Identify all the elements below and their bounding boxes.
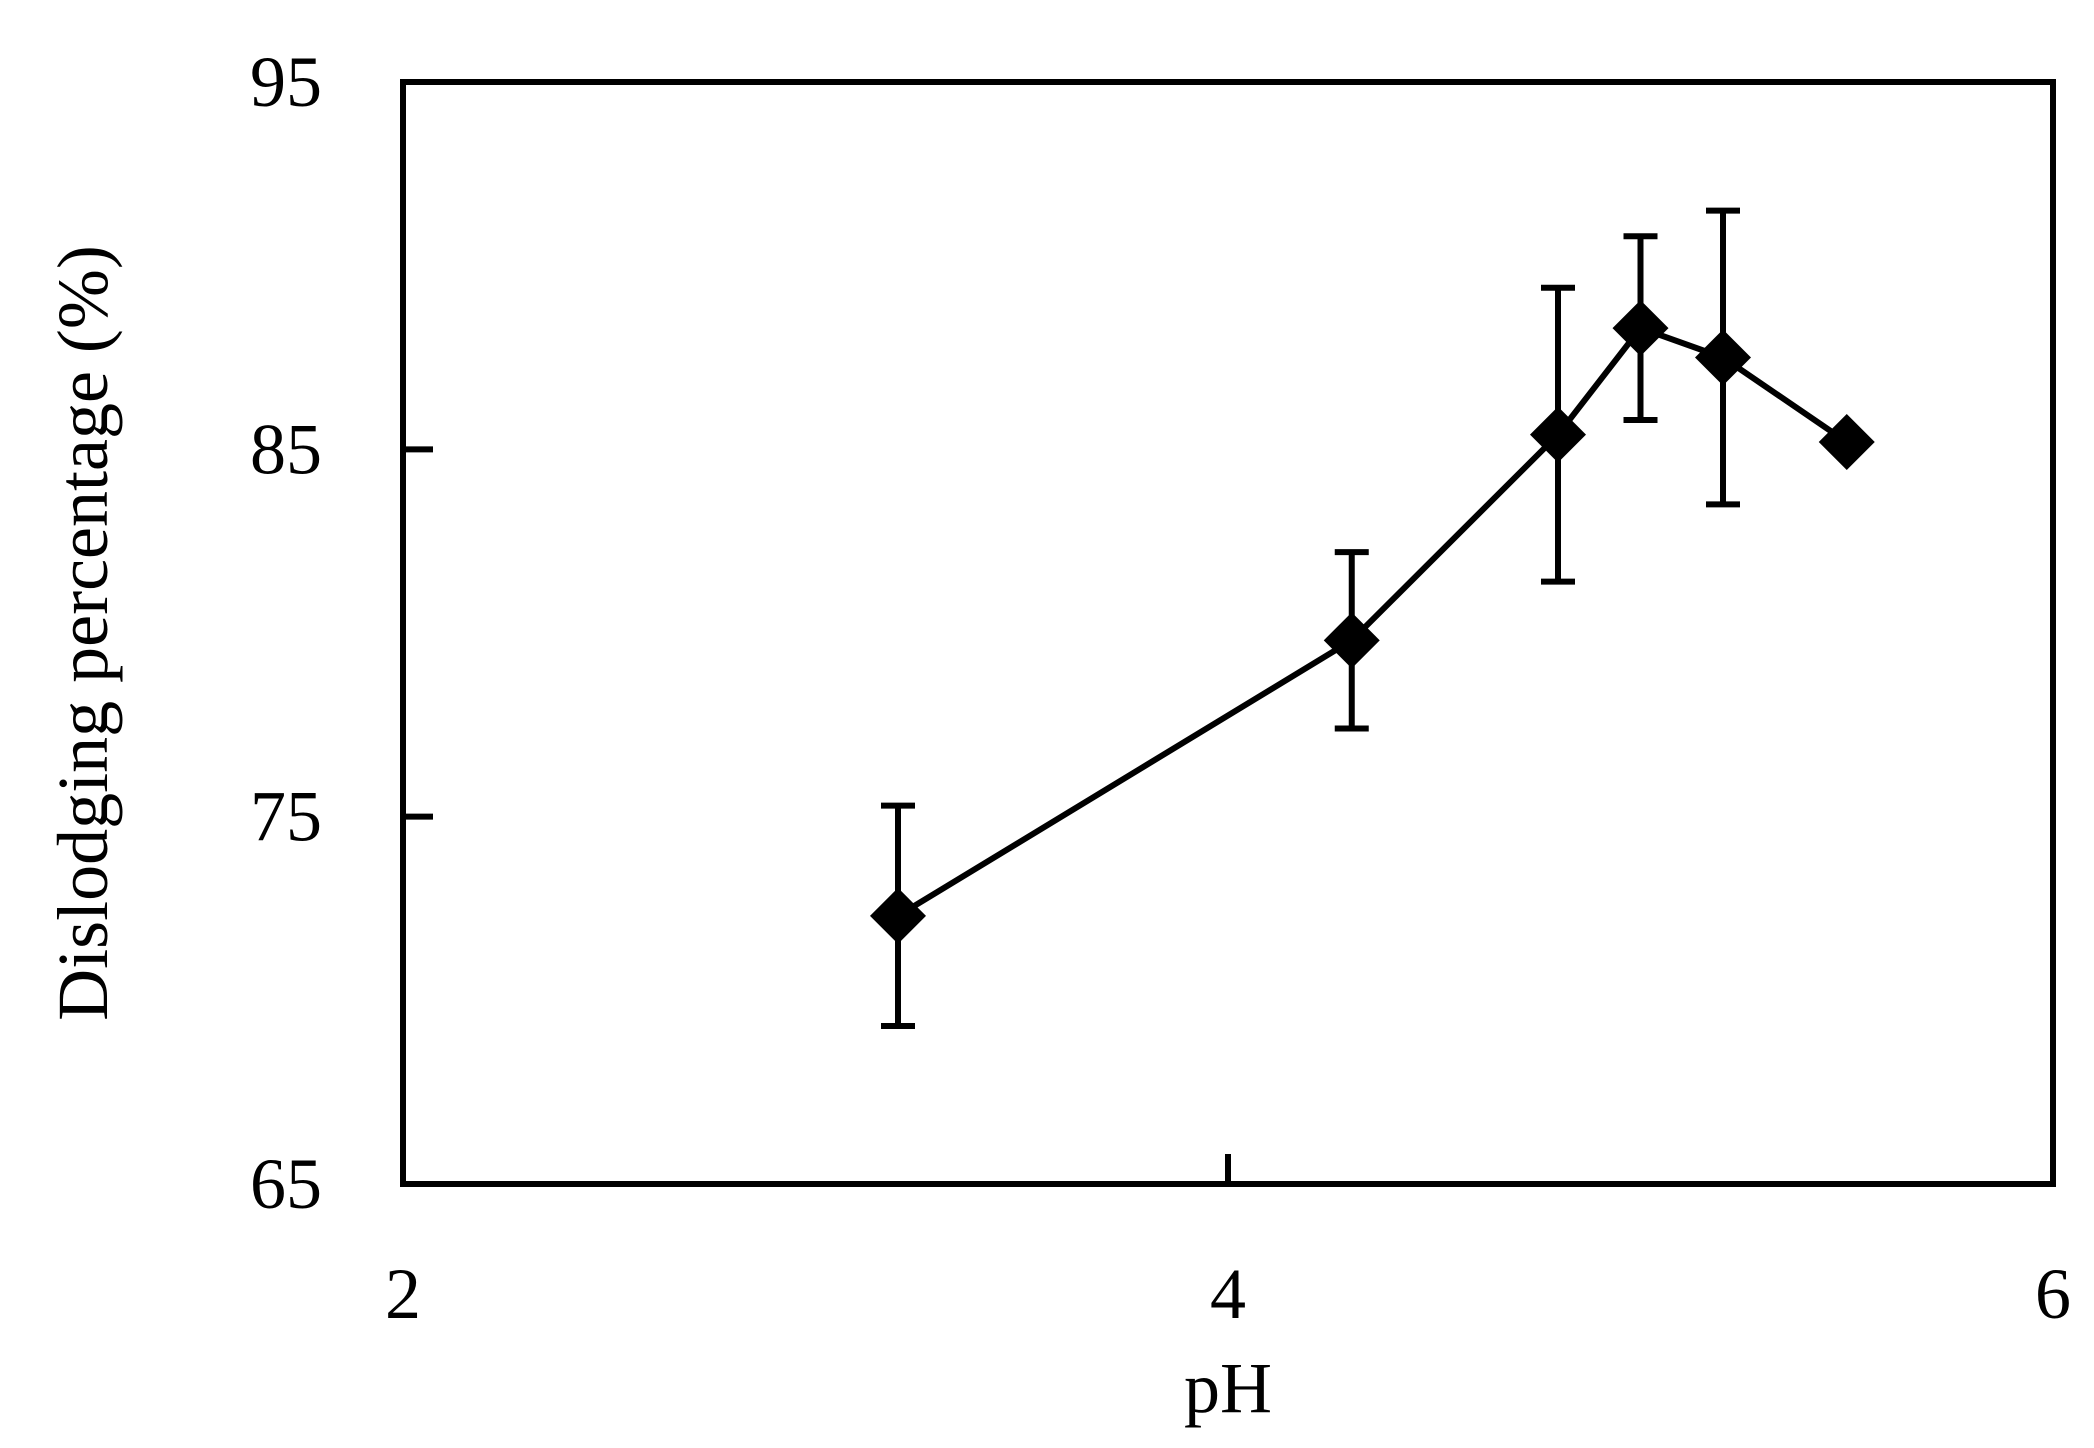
y-tick-label: 75 bbox=[250, 777, 322, 857]
data-point-diamond bbox=[870, 887, 926, 944]
x-tick-label: 4 bbox=[1210, 1254, 1246, 1334]
y-tick-label: 95 bbox=[250, 42, 322, 122]
tick-labels: 65 75 85 95 2 4 6 bbox=[250, 42, 2071, 1334]
y-tick-label: 65 bbox=[250, 1144, 322, 1224]
ticks bbox=[403, 446, 1231, 1184]
y-tick-label: 85 bbox=[250, 409, 322, 489]
plot-area-frame bbox=[400, 79, 2056, 1187]
series-layer bbox=[870, 207, 1875, 1030]
y-axis-label: Dislodging percentage (%) bbox=[43, 245, 123, 1021]
data-point-diamond bbox=[1612, 300, 1669, 357]
x-tick-label: 2 bbox=[385, 1254, 421, 1334]
series-line bbox=[896, 325, 1849, 919]
data-point-diamond bbox=[1695, 329, 1751, 386]
x-tick-label: 6 bbox=[2035, 1254, 2071, 1334]
data-point-diamond bbox=[1323, 612, 1380, 669]
data-point-diamond bbox=[1818, 413, 1875, 470]
data-point-diamond bbox=[1530, 406, 1586, 463]
x-axis-label: pH bbox=[1184, 1348, 1272, 1428]
